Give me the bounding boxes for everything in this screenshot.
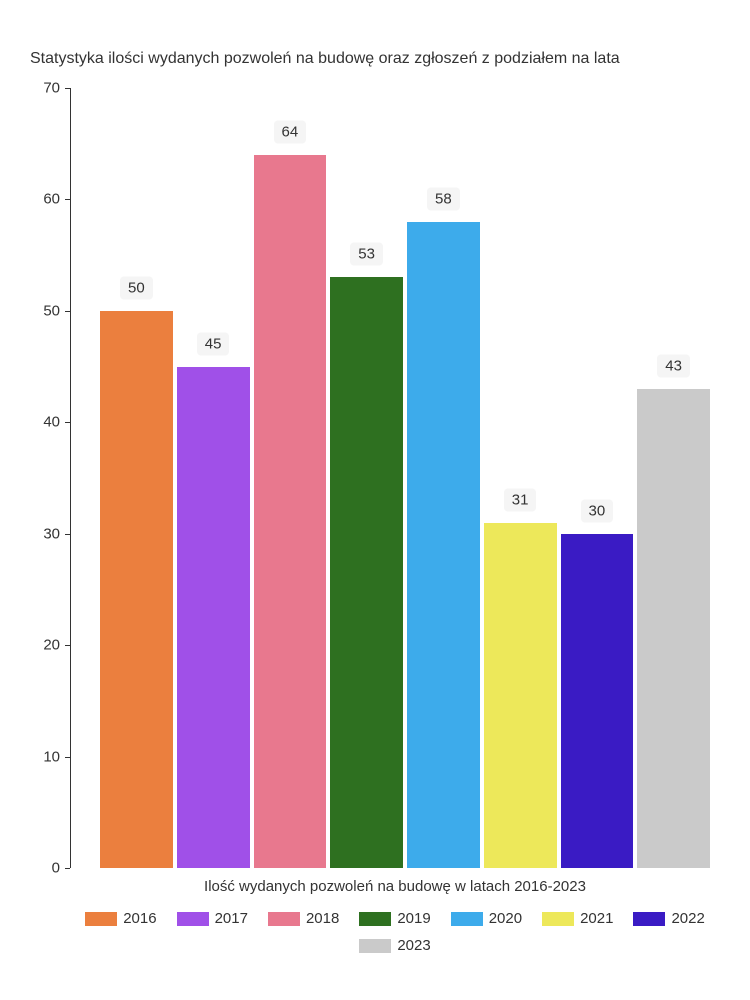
y-tick-mark <box>65 868 70 869</box>
bar-value-label: 31 <box>504 488 537 511</box>
bar-value-label: 43 <box>657 354 690 377</box>
y-tick-mark <box>65 422 70 423</box>
bar-value-label: 58 <box>427 187 460 210</box>
legend-swatch <box>85 912 117 926</box>
y-tick-label: 50 <box>43 302 60 319</box>
legend-item: 2019 <box>359 910 430 927</box>
legend-swatch <box>542 912 574 926</box>
bar <box>637 389 710 868</box>
legend-swatch <box>633 912 665 926</box>
legend-swatch <box>359 912 391 926</box>
legend-label: 2018 <box>306 910 339 927</box>
y-axis: 010203040506070 <box>30 88 70 868</box>
bar-value-label: 30 <box>581 499 614 522</box>
y-tick-label: 20 <box>43 637 60 654</box>
legend-swatch <box>451 912 483 926</box>
bar <box>407 222 480 868</box>
y-tick-label: 10 <box>43 748 60 765</box>
legend-label: 2023 <box>397 937 430 954</box>
bar-wrapper: 58 <box>407 88 480 868</box>
legend: 2016 2017 2018 2019 2020 2021 2022 2023 <box>70 910 720 954</box>
chart-title: Statystyka ilości wydanych pozwoleń na b… <box>30 50 720 68</box>
y-tick-label: 60 <box>43 191 60 208</box>
bar-wrapper: 30 <box>561 88 634 868</box>
y-tick-mark <box>65 311 70 312</box>
legend-swatch <box>268 912 300 926</box>
bar <box>177 367 250 868</box>
bar <box>100 311 173 868</box>
legend-item: 2022 <box>633 910 704 927</box>
bar-wrapper: 31 <box>484 88 557 868</box>
bar-wrapper: 45 <box>177 88 250 868</box>
bar-value-label: 64 <box>274 120 307 143</box>
bar-wrapper: 64 <box>254 88 327 868</box>
y-tick-mark <box>65 88 70 89</box>
bar <box>561 534 634 868</box>
bar-value-label: 50 <box>120 276 153 299</box>
bar-value-label: 53 <box>350 243 383 266</box>
legend-swatch <box>359 939 391 953</box>
legend-item: 2016 <box>85 910 156 927</box>
bar-wrapper: 50 <box>100 88 173 868</box>
y-tick-label: 40 <box>43 414 60 431</box>
y-tick-mark <box>65 757 70 758</box>
bar <box>254 155 327 868</box>
x-axis-label: Ilość wydanych pozwoleń na budowę w lata… <box>70 878 720 895</box>
legend-item: 2020 <box>451 910 522 927</box>
plot-area: 010203040506070 5045645358313043 <box>70 88 720 868</box>
legend-label: 2016 <box>123 910 156 927</box>
y-tick-label: 70 <box>43 80 60 97</box>
legend-item: 2018 <box>268 910 339 927</box>
bar <box>330 277 403 868</box>
chart-container: Statystyka ilości wydanych pozwoleń na b… <box>0 0 750 1000</box>
y-tick-mark <box>65 199 70 200</box>
y-tick-mark <box>65 645 70 646</box>
legend-label: 2017 <box>215 910 248 927</box>
bars-area: 50 45 64 53 58 31 30 43 <box>70 88 720 868</box>
legend-label: 2019 <box>397 910 430 927</box>
y-tick-label: 0 <box>52 860 60 877</box>
bar-wrapper: 43 <box>637 88 710 868</box>
legend-label: 2022 <box>671 910 704 927</box>
bar-value-label: 45 <box>197 332 230 355</box>
legend-label: 2021 <box>580 910 613 927</box>
y-tick-mark <box>65 534 70 535</box>
bar-wrapper: 53 <box>330 88 403 868</box>
legend-item: 2023 <box>359 937 430 954</box>
legend-item: 2021 <box>542 910 613 927</box>
legend-swatch <box>177 912 209 926</box>
legend-label: 2020 <box>489 910 522 927</box>
legend-item: 2017 <box>177 910 248 927</box>
y-tick-label: 30 <box>43 525 60 542</box>
bar <box>484 523 557 868</box>
